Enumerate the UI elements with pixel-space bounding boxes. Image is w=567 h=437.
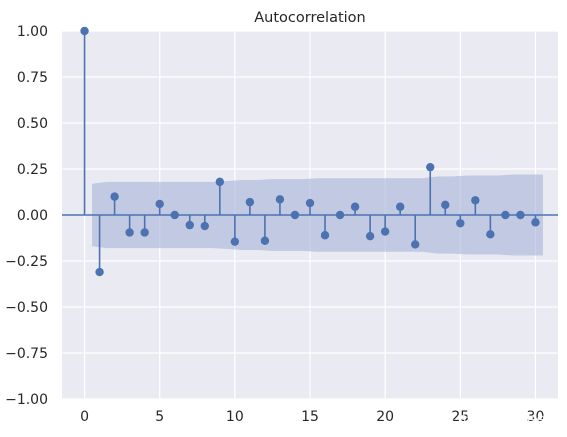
x-tick-label: 5 (155, 409, 164, 425)
acf-point (140, 228, 149, 237)
acf-point (125, 228, 134, 237)
acf-point (395, 202, 405, 211)
tick-labels: 0 5 10 15 20 25 30 −1.00 −0.75 −0.50 −0.25 0.00 0.25… (5, 24, 544, 425)
acf-point (365, 231, 375, 241)
acf-point (230, 237, 240, 246)
acf-point (456, 219, 465, 228)
y-tick-label: 1.00 (17, 24, 48, 40)
y-tick-label: −0.25 (5, 254, 48, 270)
y-tick-label: 0.00 (17, 208, 48, 224)
y-tick-label: −1.00 (5, 392, 48, 408)
chart-title: Autocorrelation (254, 10, 365, 26)
acf-point (516, 210, 525, 220)
acf-point (185, 220, 194, 230)
y-tick-label: 0.50 (17, 116, 48, 132)
acf-point (471, 196, 480, 205)
acf-point (200, 221, 209, 231)
x-tick-label: 0 (80, 409, 89, 425)
acf-point (320, 231, 330, 240)
stems-layer (62, 26, 558, 277)
acf-point (335, 210, 345, 220)
acf-point (531, 218, 540, 227)
x-tick-label: 25 (451, 409, 469, 425)
y-tick-label: −0.75 (5, 346, 48, 362)
y-tick-label: 0.25 (17, 162, 48, 178)
x-tick-label: 10 (226, 409, 244, 425)
x-tick-label: 15 (301, 409, 319, 425)
x-tick-label: 20 (376, 409, 394, 425)
acf-point (170, 210, 179, 220)
acf-point (110, 192, 119, 201)
x-tick-label: 30 (527, 409, 545, 425)
acf-point (260, 236, 270, 245)
acf-point (501, 210, 510, 220)
acf-point (305, 198, 315, 208)
acf-point (95, 267, 104, 277)
acf-point (441, 200, 450, 210)
acf-point (155, 199, 164, 209)
acf-point (290, 210, 300, 220)
acf-point (80, 26, 89, 36)
acf-point (380, 227, 390, 236)
watermark: CSDN @宇易yy ee (412, 410, 546, 428)
acf-point (245, 197, 255, 207)
y-tick-label: −0.50 (5, 300, 48, 316)
acf-point (215, 177, 225, 187)
acf-point (426, 162, 435, 172)
acf-point (350, 202, 360, 211)
acf-point (275, 195, 285, 204)
acf-point (486, 230, 495, 239)
grid-lines (62, 30, 558, 400)
y-tick-label: 0.75 (17, 70, 48, 86)
acf-point (411, 240, 420, 249)
